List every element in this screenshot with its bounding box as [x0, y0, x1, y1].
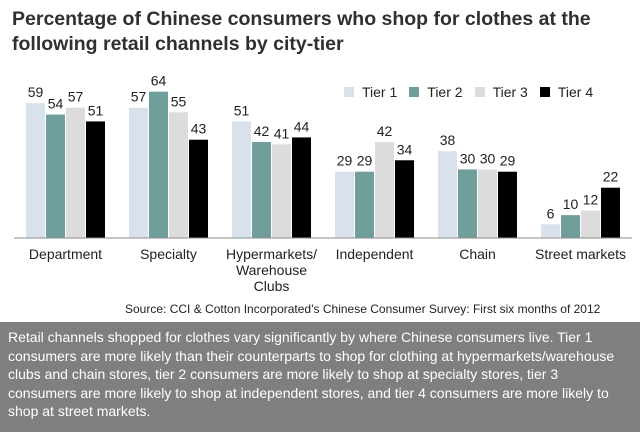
category-label-line: Warehouse [236, 262, 307, 278]
chart-title: Percentage of Chinese consumers who shop… [12, 8, 591, 55]
bar [189, 139, 208, 238]
bar [335, 171, 354, 238]
category-label: Independent [336, 246, 414, 262]
category-label-line: Clubs [254, 278, 290, 294]
category-label: Department [29, 246, 102, 262]
bar [375, 142, 394, 238]
bar [149, 91, 168, 238]
bar [46, 114, 65, 238]
data-label: 30 [480, 150, 496, 166]
data-label: 34 [397, 141, 413, 157]
data-label: 42 [377, 123, 393, 139]
legend-label: Tier 2 [427, 84, 463, 100]
data-label: 57 [68, 89, 84, 105]
data-label: 51 [234, 102, 250, 118]
legend-swatch [409, 87, 420, 97]
legend-label: Tier 3 [492, 84, 528, 100]
data-label: 10 [563, 196, 579, 212]
data-label: 43 [191, 121, 207, 137]
category-label-line: Hypermarkets/ [226, 246, 317, 262]
legend-swatch [539, 87, 550, 97]
data-label: 51 [88, 102, 104, 118]
data-label: 57 [131, 89, 147, 105]
legend-item: Tier 4 [539, 84, 594, 100]
legend-swatch [474, 87, 485, 97]
data-label: 41 [274, 125, 290, 141]
bar [395, 160, 414, 238]
data-label: 64 [151, 73, 167, 89]
legend-item: Tier 3 [474, 84, 528, 100]
data-label: 29 [500, 153, 516, 169]
data-label: 59 [28, 84, 44, 100]
data-label: 54 [48, 96, 64, 112]
bar [86, 121, 105, 238]
data-label: 29 [357, 153, 373, 169]
bar [355, 171, 374, 238]
data-label: 44 [294, 118, 310, 134]
bar [26, 103, 45, 239]
bar [561, 215, 580, 238]
data-label: 12 [583, 192, 599, 208]
bar [232, 121, 251, 238]
bar [438, 151, 457, 238]
data-label: 29 [337, 153, 353, 169]
data-label: 55 [171, 93, 187, 109]
data-label: 42 [254, 123, 270, 139]
bar [292, 137, 311, 238]
legend-item: Tier 1 [344, 84, 397, 100]
data-label: 38 [440, 132, 456, 148]
category-label: Street markets [535, 246, 626, 262]
bar [541, 224, 560, 238]
caption-text: Retail channels shopped for clothes vary… [0, 322, 640, 432]
category-label-line: Chain [459, 246, 496, 262]
bar [252, 142, 271, 238]
bar [498, 171, 517, 238]
bar [581, 210, 600, 238]
category-label: Hypermarkets/Warehouse Clubs [226, 246, 317, 294]
bar [129, 107, 148, 238]
data-label: 6 [547, 205, 555, 221]
category-label-line: Department [29, 246, 102, 262]
data-label: 22 [603, 169, 619, 185]
bar [272, 144, 291, 238]
bar [458, 169, 477, 238]
bar [66, 107, 85, 238]
legend-label: Tier 4 [557, 84, 594, 100]
bar [601, 187, 620, 238]
data-label: 30 [460, 150, 476, 166]
bar [478, 169, 497, 238]
category-label: Specialty [140, 246, 197, 262]
category-label-line: Specialty [140, 246, 197, 262]
category-label-line: Street markets [535, 246, 626, 262]
source-note: Source: CCI & Cotton Incorporated’s Chin… [125, 302, 601, 316]
legend-swatch [344, 87, 354, 97]
category-label-line: Independent [336, 246, 414, 262]
legend-item: Tier 2 [409, 84, 463, 100]
legend: Tier 1 Tier 2 Tier 3 Tier 4 [344, 84, 605, 100]
bar [169, 112, 188, 238]
category-label: Chain [459, 246, 496, 262]
legend-label: Tier 1 [362, 84, 398, 100]
